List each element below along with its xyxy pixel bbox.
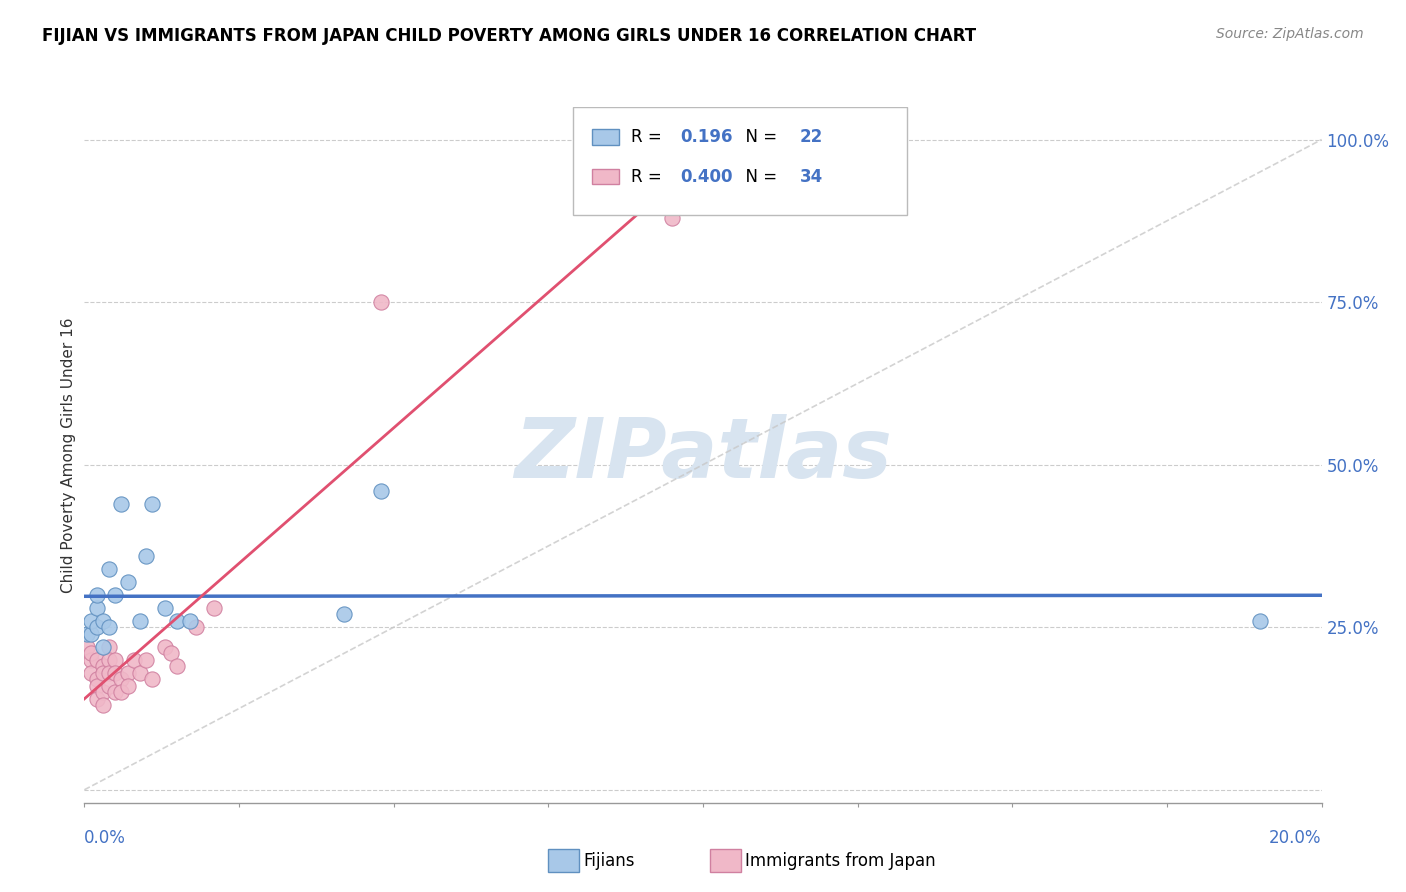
Point <box>110 672 132 686</box>
Text: N =: N = <box>735 128 783 146</box>
Point <box>179 614 201 628</box>
Text: ZIPatlas: ZIPatlas <box>515 415 891 495</box>
Point <box>333 607 356 622</box>
Point <box>98 653 121 667</box>
Point <box>129 665 152 680</box>
Point <box>117 665 139 680</box>
Point <box>110 497 132 511</box>
FancyBboxPatch shape <box>592 129 619 145</box>
Point <box>98 562 121 576</box>
Text: FIJIAN VS IMMIGRANTS FROM JAPAN CHILD POVERTY AMONG GIRLS UNDER 16 CORRELATION C: FIJIAN VS IMMIGRANTS FROM JAPAN CHILD PO… <box>42 27 976 45</box>
Point <box>135 653 157 667</box>
Point <box>79 653 101 667</box>
Point <box>184 620 207 634</box>
Point <box>76 640 98 654</box>
Point <box>91 640 114 654</box>
Point <box>141 672 163 686</box>
Text: 22: 22 <box>800 128 823 146</box>
Point <box>86 588 108 602</box>
Y-axis label: Child Poverty Among Girls Under 16: Child Poverty Among Girls Under 16 <box>60 318 76 592</box>
Text: 0.0%: 0.0% <box>84 830 127 847</box>
Text: 0.196: 0.196 <box>681 128 733 146</box>
Point <box>166 659 188 673</box>
Text: 0.400: 0.400 <box>681 168 733 186</box>
Point <box>153 640 176 654</box>
Point <box>86 679 108 693</box>
Text: N =: N = <box>735 168 783 186</box>
Point <box>86 672 108 686</box>
Point <box>86 600 108 615</box>
Point <box>104 653 127 667</box>
Point <box>98 620 121 634</box>
Text: Immigrants from Japan: Immigrants from Japan <box>745 852 936 870</box>
Point <box>129 614 152 628</box>
Text: R =: R = <box>631 168 668 186</box>
Point <box>104 665 127 680</box>
Point <box>202 600 225 615</box>
Point <box>86 653 108 667</box>
Point <box>79 665 101 680</box>
Point <box>160 646 183 660</box>
Point <box>661 211 683 225</box>
Point <box>76 626 98 640</box>
Point <box>98 640 121 654</box>
Point <box>98 679 121 693</box>
Point <box>104 685 127 699</box>
Point <box>104 588 127 602</box>
Point <box>122 653 145 667</box>
Point <box>91 659 114 673</box>
Point <box>135 549 157 563</box>
Text: 34: 34 <box>800 168 823 186</box>
Point <box>110 685 132 699</box>
Point <box>117 574 139 589</box>
Point <box>98 665 121 680</box>
Point <box>79 626 101 640</box>
Point <box>91 614 114 628</box>
Point <box>86 620 108 634</box>
Text: Source: ZipAtlas.com: Source: ZipAtlas.com <box>1216 27 1364 41</box>
FancyBboxPatch shape <box>592 169 619 185</box>
Point <box>1249 614 1271 628</box>
Point <box>370 295 392 310</box>
Point <box>79 646 101 660</box>
Point <box>79 614 101 628</box>
Text: Fijians: Fijians <box>583 852 636 870</box>
Point <box>91 685 114 699</box>
Point <box>141 497 163 511</box>
FancyBboxPatch shape <box>574 107 907 215</box>
Point <box>86 691 108 706</box>
Point <box>370 483 392 498</box>
Point <box>153 600 176 615</box>
Text: R =: R = <box>631 128 668 146</box>
Point <box>91 665 114 680</box>
Text: 20.0%: 20.0% <box>1270 830 1322 847</box>
Point <box>91 698 114 713</box>
Point <box>117 679 139 693</box>
Point <box>166 614 188 628</box>
